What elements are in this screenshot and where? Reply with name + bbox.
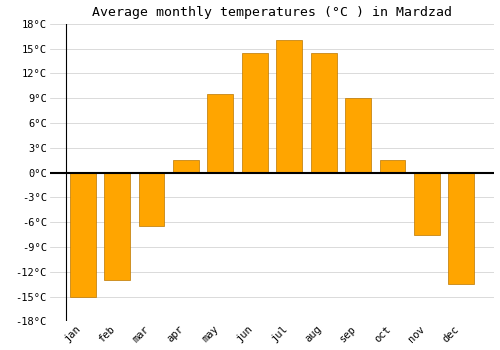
Bar <box>242 53 268 173</box>
Bar <box>70 173 96 296</box>
Bar <box>173 160 199 173</box>
Bar <box>448 173 474 284</box>
Bar <box>345 98 371 173</box>
Title: Average monthly temperatures (°C ) in Mardzad: Average monthly temperatures (°C ) in Ma… <box>92 6 452 19</box>
Bar <box>104 173 130 280</box>
Bar <box>310 53 336 173</box>
Bar <box>380 160 406 173</box>
Bar <box>276 40 302 173</box>
Bar <box>138 173 164 226</box>
Bar <box>208 94 234 173</box>
Bar <box>414 173 440 235</box>
